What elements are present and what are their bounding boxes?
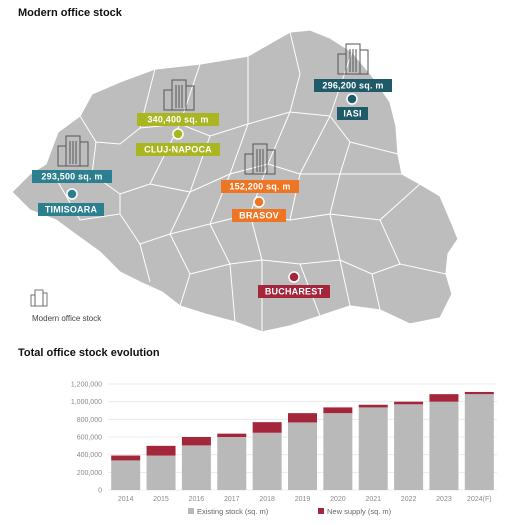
y-tick-label: 800,000 [77,417,102,424]
bar-new-supply [394,401,424,405]
y-tick-label: 1,000,000 [71,399,102,406]
chart-title: Total office stock evolution [18,347,160,359]
x-tick-label: 2020 [330,496,346,503]
y-tick-label: 600,000 [77,435,102,442]
bar-new-supply [429,394,459,402]
legend-swatch [188,508,194,514]
brasov-label-box [232,209,286,222]
x-tick-label: 2015 [153,496,169,503]
y-tick-label: 400,000 [77,452,102,459]
bar-new-supply [181,437,211,446]
brasov-stock: 152,200 sq. m [229,182,290,192]
bar-new-supply [464,391,494,395]
cluj-stock: 340,400 sq. m [147,115,208,125]
cluj-label: CLUJ-NAPOCA [144,145,212,155]
bar-new-supply [217,433,247,437]
map-title: Modern office stock [18,7,122,19]
romania-map: 296,200 sq. m IASI 340,400 sq. m CLUJ-NA… [11,29,459,333]
brasov-label: BRASOV [239,211,279,221]
bar-new-supply [288,413,317,423]
bar-existing-stock [394,404,424,490]
bar-existing-stock [464,394,494,490]
x-tick-label: 2016 [189,496,205,503]
bar-existing-stock [323,413,353,490]
bucharest-marker [288,271,300,283]
cluj-label-box [136,143,220,156]
y-tick-label: 1,200,000 [71,382,102,389]
cluj-marker [172,128,184,140]
bar-existing-stock [181,445,211,490]
cluj-stock-box [137,113,219,126]
x-tick-label: 2017 [224,496,240,503]
city-cluj-napoca[interactable]: 340,400 sq. m CLUJ-NAPOCA [136,79,220,156]
x-tick-label: 2023 [436,496,452,503]
bucharest-label: BUCHAREST [265,287,324,297]
brasov-marker [253,196,265,208]
timisoara-marker [66,188,78,200]
y-tick-label: 200,000 [77,470,102,477]
timisoara-label: TIMISOARA [45,205,98,215]
timisoara-label-box [38,203,104,216]
iasi-label-box [337,107,368,120]
bar-new-supply [111,455,141,461]
y-tick-label: 0 [98,488,102,495]
city-iasi[interactable]: 296,200 sq. m IASI [314,43,392,120]
map-legend: Modern office stock [30,289,102,323]
timisoara-stock-box [32,170,112,183]
bar-existing-stock [288,422,317,490]
bar-existing-stock [217,437,247,490]
iasi-stock-box [314,79,392,92]
bar-existing-stock [252,432,282,490]
city-timisoara[interactable]: 293,500 sq. m TIMISOARA [32,135,112,216]
bar-new-supply [323,407,353,414]
x-tick-label: 2019 [295,496,311,503]
map-legend-label: Modern office stock [32,314,102,323]
bar-new-supply [358,404,388,408]
bar-existing-stock [358,407,388,490]
bar-new-supply [252,422,282,433]
legend-label: Existing stock (sq. m) [197,507,269,516]
x-tick-label: 2018 [259,496,275,503]
x-tick-label: 2021 [365,496,381,503]
iasi-stock: 296,200 sq. m [322,81,383,91]
x-tick-label: 2014 [118,496,134,503]
building-icon [57,135,89,167]
bucharest-label-box [258,285,330,298]
bar-existing-stock [111,460,141,490]
office-stock-chart: 0 200,000 400,000 600,000 800,000 1,000,000 1,… [71,382,497,516]
iasi-label: IASI [343,109,361,119]
brasov-stock-box [221,180,299,193]
legend-swatch [318,508,324,514]
building-icon [337,43,369,75]
building-icon [244,143,276,175]
timisoara-stock: 293,500 sq. m [41,172,102,182]
iasi-marker [346,93,358,105]
city-bucharest[interactable]: BUCHAREST [258,271,330,298]
bar-existing-stock [146,455,176,490]
bar-existing-stock [429,401,459,490]
legend-label: New supply (sq. m) [327,507,392,516]
city-brasov[interactable]: 152,200 sq. m BRASOV [221,143,299,222]
building-icon [30,289,48,307]
building-icon [163,79,195,111]
bar-new-supply [146,445,176,456]
x-tick-label: 2022 [401,496,417,503]
x-tick-label: 2024(F) [467,496,492,503]
